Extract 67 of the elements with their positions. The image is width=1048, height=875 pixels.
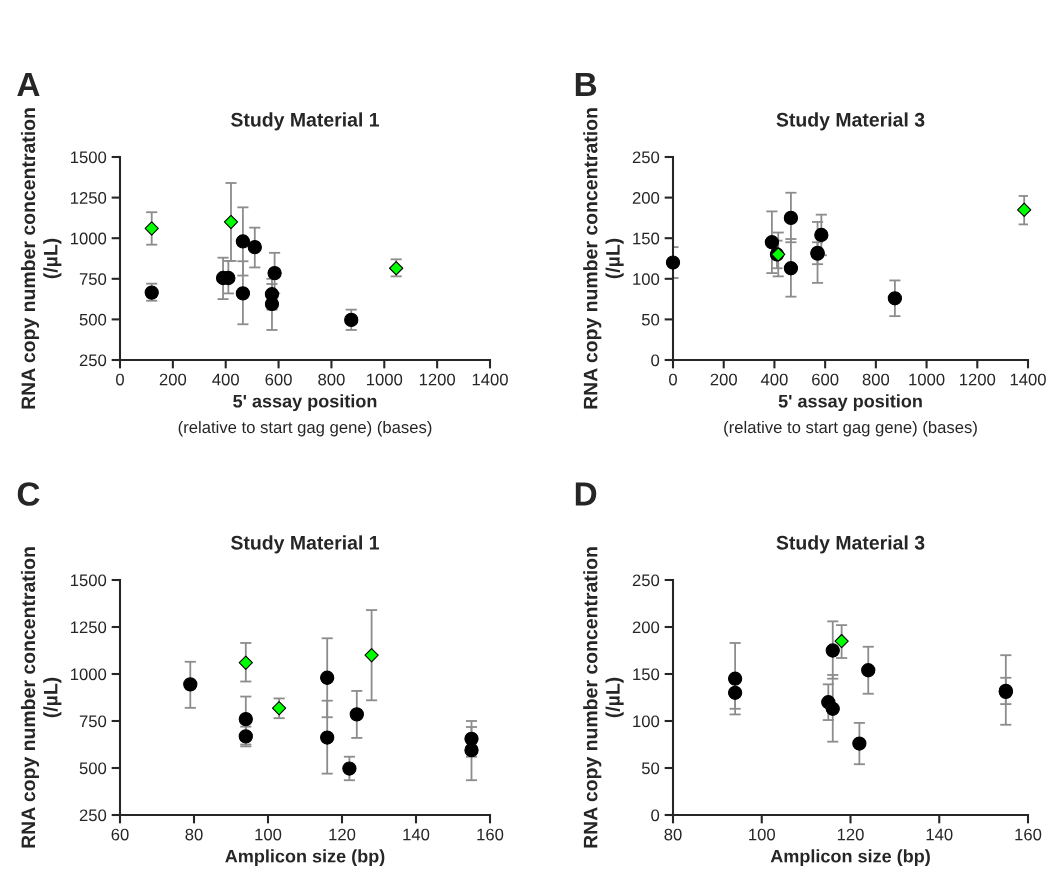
chart-title: Study Material 3 <box>776 535 925 554</box>
y-tick-label: 1250 <box>71 192 107 204</box>
x-tick-label: 160 <box>1015 828 1042 841</box>
y-tick-label: 50 <box>641 313 660 326</box>
y-tick-label: 500 <box>79 313 107 326</box>
y-tick-label: 1500 <box>71 574 107 587</box>
text: A <box>17 72 40 96</box>
x-tick-label: 120 <box>329 828 356 841</box>
y-axis-title: RNA copy number concentration (/µL) <box>20 547 62 848</box>
x-tick-label: 60 <box>111 828 129 841</box>
chart-title: Study Material 1 <box>231 535 380 554</box>
y-axis-title: RNA copy number concentration (/µL) <box>20 108 62 409</box>
x-tick-label: 100 <box>749 828 775 841</box>
x-tick-label: 140 <box>403 828 430 841</box>
y-tick-label: 500 <box>79 762 107 775</box>
y-tick-label: 750 <box>79 715 107 728</box>
chart-title: Study Material 3 <box>776 112 925 131</box>
y-tick-label: 0 <box>651 809 660 822</box>
y-tick-label: 100 <box>633 715 660 728</box>
y-tick-label: 250 <box>632 151 660 164</box>
y-tick-label: 1250 <box>71 621 107 634</box>
x-tick-label: 600 <box>265 373 292 386</box>
x-tick-label: 0 <box>669 373 677 386</box>
y-tick-label: 1000 <box>71 668 107 681</box>
y-tick-label: 100 <box>633 273 660 285</box>
y-tick-label: 50 <box>641 762 660 775</box>
x-axis-title: Amplicon size (bp) <box>770 849 930 867</box>
y-tick-label: 200 <box>632 192 660 204</box>
x-axis-title: Amplicon size (bp) <box>225 849 385 867</box>
x-tick-label: 1200 <box>960 373 996 386</box>
text: B <box>575 72 597 96</box>
x-tick-label: 400 <box>212 373 239 386</box>
chart-title: Study Material 1 <box>231 112 380 131</box>
x-tick-label: 120 <box>837 828 864 841</box>
y-tick-label: 1000 <box>71 232 107 245</box>
text: 5' assay position (relative to start gag gene) (bases) <box>724 394 977 437</box>
y-tick-label: 150 <box>633 232 660 245</box>
y-tick-label: 250 <box>79 354 107 367</box>
x-tick-label: 0 <box>116 373 124 386</box>
x-tick-label: 800 <box>318 373 345 386</box>
x-tick-label: 80 <box>664 828 682 841</box>
y-tick-label: 0 <box>651 354 660 367</box>
x-tick-label: 200 <box>159 373 187 386</box>
y-axis-title: RNA copy number concentration (/µL) <box>583 108 624 409</box>
y-tick-label: 1500 <box>71 151 107 164</box>
y-tick-label: 150 <box>633 668 660 681</box>
y-tick-label: 200 <box>632 621 660 634</box>
x-tick-label: 200 <box>710 373 737 386</box>
x-tick-label: 400 <box>760 373 788 386</box>
text: 5' assay position (relative to start gag gene) (bases) <box>178 394 432 437</box>
x-tick-label: 600 <box>812 373 839 386</box>
x-tick-label: 1400 <box>1010 373 1046 386</box>
y-tick-label: 250 <box>632 574 660 587</box>
text: D <box>575 482 597 506</box>
x-tick-label: 100 <box>255 828 282 841</box>
x-tick-label: 1200 <box>419 373 456 386</box>
x-tick-label: 1400 <box>472 373 508 386</box>
y-tick-label: 750 <box>79 273 107 285</box>
x-tick-label: 140 <box>926 828 953 841</box>
x-tick-label: 1000 <box>909 373 945 386</box>
x-tick-label: 800 <box>862 373 890 386</box>
x-tick-label: 1000 <box>367 373 403 386</box>
y-tick-label: 250 <box>79 809 107 822</box>
x-tick-label: 160 <box>477 828 504 841</box>
x-tick-label: 80 <box>185 828 203 841</box>
y-axis-title: RNA copy number concentration (/µL) <box>583 547 624 848</box>
text: C <box>17 482 40 506</box>
